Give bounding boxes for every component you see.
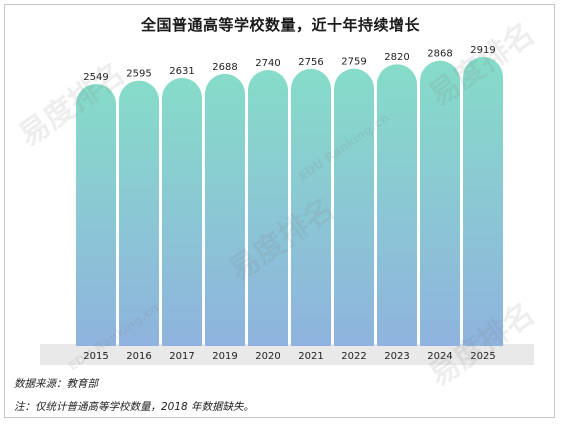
x-tick-label: 2022 [341, 351, 366, 362]
bar [291, 68, 331, 346]
x-tick-label: 2016 [126, 351, 151, 362]
chart-title: 全国普通高等学校数量，近十年持续增长 [140, 16, 420, 34]
data-label: 2740 [255, 58, 280, 69]
x-tick-label: 2023 [384, 351, 409, 362]
bar [119, 80, 159, 346]
bar [162, 78, 202, 347]
bar [205, 73, 245, 347]
x-tick-label: 2015 [83, 351, 108, 362]
bar [420, 60, 460, 346]
data-label: 2688 [212, 62, 237, 73]
bar [248, 70, 288, 347]
data-label: 2868 [427, 49, 452, 60]
footnote: 注：仅统计普通高等学校数量，2018 年数据缺失。 [14, 401, 255, 413]
x-tick-label: 2024 [427, 351, 452, 362]
x-tick-label: 2019 [212, 351, 237, 362]
data-label: 2631 [169, 66, 194, 77]
data-label: 2595 [126, 69, 151, 80]
bar [377, 64, 417, 346]
data-label: 2919 [470, 45, 495, 56]
x-tick-label: 2025 [470, 351, 495, 362]
x-tick-label: 2021 [298, 351, 323, 362]
x-tick-label: 2017 [169, 351, 194, 362]
data-label: 2759 [341, 57, 366, 68]
data-label: 2549 [83, 72, 108, 83]
bar [334, 68, 374, 346]
data-label: 2820 [384, 52, 409, 63]
bar [463, 57, 503, 346]
x-tick-label: 2020 [255, 351, 280, 362]
source-note: 数据来源：教育部 [14, 378, 98, 390]
bar [76, 84, 116, 346]
x-axis-band [40, 344, 534, 365]
data-label: 2756 [298, 57, 323, 68]
